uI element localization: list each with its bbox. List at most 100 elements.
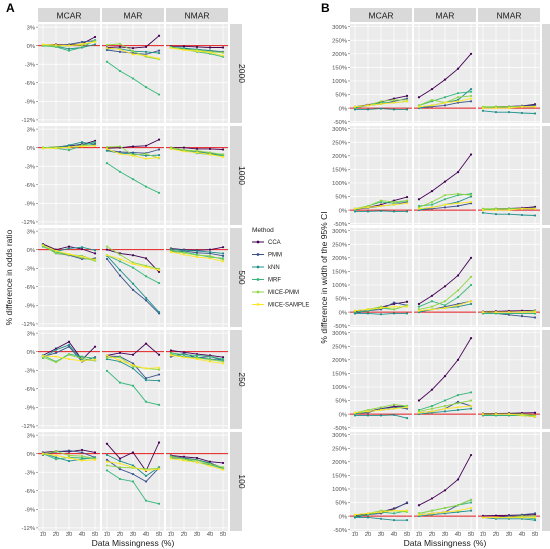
y-tick-label: 100% [332, 79, 347, 85]
data-point-mice-sample [405, 100, 409, 103]
data-point-mice-sample [54, 43, 58, 47]
y-tick-label: 300% [332, 331, 347, 337]
data-point-pmm [144, 299, 148, 302]
data-point-knn [144, 296, 148, 300]
x-tick-label: 50 [92, 532, 98, 538]
y-tick-label: 0% [27, 248, 35, 254]
data-point-mice-sample [430, 104, 434, 107]
legend-item: MRF [252, 278, 281, 284]
data-point-cca [417, 198, 421, 201]
data-point-knn [131, 367, 135, 370]
data-point-mice-sample [221, 362, 225, 365]
data-point-mice-sample [182, 356, 186, 359]
data-point-mice-sample [41, 354, 45, 358]
data-point-knn [118, 268, 122, 272]
data-point-mrf [430, 203, 434, 206]
data-point-mice-sample [208, 51, 212, 54]
data-point-knn [533, 214, 537, 217]
data-point-knn [131, 464, 135, 467]
data-point-knn [392, 519, 396, 522]
facet-row-strip [542, 228, 550, 327]
data-point-cca [417, 302, 421, 306]
data-point-cca [430, 189, 434, 193]
data-point-mrf [469, 501, 473, 504]
y-tick-label: -6% [25, 81, 35, 87]
data-point-mice-sample [157, 366, 161, 369]
data-point-cca [456, 171, 460, 174]
data-point-mice-sample [169, 354, 173, 357]
data-point-knn [144, 50, 148, 53]
data-point-mice-sample [481, 106, 485, 110]
data-point-mice-pmm [208, 463, 212, 466]
data-point-cca [469, 256, 473, 259]
data-point-mice-sample [469, 200, 473, 204]
data-point-knn [405, 312, 409, 315]
data-point-mice-sample [405, 509, 409, 512]
data-point-mice-sample [54, 454, 58, 457]
data-point-knn [157, 51, 161, 55]
data-point-mrf [221, 357, 225, 361]
legend-title: Method [252, 227, 274, 234]
data-point-pmm [405, 501, 409, 504]
data-point-pmm [221, 254, 225, 257]
data-point-mice-sample [67, 145, 71, 149]
data-point-mice-pmm [182, 251, 186, 254]
data-point-mice-sample [507, 106, 511, 110]
data-point-mice-sample [520, 207, 524, 210]
y-tick-label: 3% [27, 25, 35, 31]
data-point-mrf [131, 178, 135, 181]
chart-panel-B: BMCARMARNMAR2000300%250%200%150%100%50%0… [319, 1, 550, 548]
legend-swatch-point [256, 265, 260, 269]
data-point-pmm [80, 451, 84, 454]
data-point-cca [443, 180, 447, 183]
data-point-mice-sample [443, 101, 447, 104]
data-point-mice-sample [507, 310, 511, 314]
legend-label: MICE-SAMPLE [268, 303, 309, 309]
data-point-cca [157, 34, 161, 37]
data-point-mice-sample [41, 244, 45, 247]
data-point-mice-pmm [430, 200, 434, 204]
data-point-mice-sample [405, 305, 409, 308]
data-point-cca [469, 337, 473, 340]
data-point-cca [456, 67, 460, 70]
data-point-cca [405, 195, 409, 199]
data-point-cca [195, 147, 199, 150]
data-point-mrf [118, 170, 122, 173]
data-point-mice-sample [520, 516, 524, 519]
facet-column-label: NMAR [184, 11, 209, 21]
x-tick-label: 20 [181, 532, 187, 538]
data-point-mice-sample [469, 506, 473, 510]
data-point-mice-pmm [469, 194, 473, 197]
data-point-mice-pmm [195, 254, 199, 257]
data-point-mice-sample [392, 509, 396, 512]
data-point-cca [182, 146, 186, 149]
x-tick-label: 50 [532, 532, 538, 538]
facet-row-strip [542, 24, 550, 123]
data-point-knn [469, 87, 473, 91]
data-point-mice-sample [533, 415, 537, 418]
data-point-mice-sample [481, 208, 485, 212]
data-point-pmm [533, 316, 537, 319]
data-point-mice-sample [182, 48, 186, 52]
data-point-cca [131, 254, 135, 257]
y-tick-label: 50% [335, 93, 347, 99]
data-point-mice-pmm [456, 402, 460, 405]
data-point-mice-pmm [67, 353, 71, 356]
data-point-mrf [93, 140, 97, 144]
data-point-cca [430, 87, 434, 91]
data-point-mice-sample [443, 203, 447, 206]
data-point-mrf [456, 393, 460, 397]
data-point-cca [195, 45, 199, 48]
data-point-knn [366, 210, 370, 213]
data-point-knn [157, 311, 161, 314]
data-point-mice-sample [169, 251, 173, 254]
data-point-cca [93, 252, 97, 255]
data-point-knn [520, 213, 524, 217]
data-point-cca [221, 46, 225, 49]
data-point-knn [405, 519, 409, 522]
data-point-cca [80, 448, 84, 452]
data-point-pmm [443, 206, 447, 209]
data-point-mice-pmm [80, 455, 84, 458]
data-point-mrf [469, 283, 473, 287]
data-point-mice-sample [494, 106, 498, 110]
